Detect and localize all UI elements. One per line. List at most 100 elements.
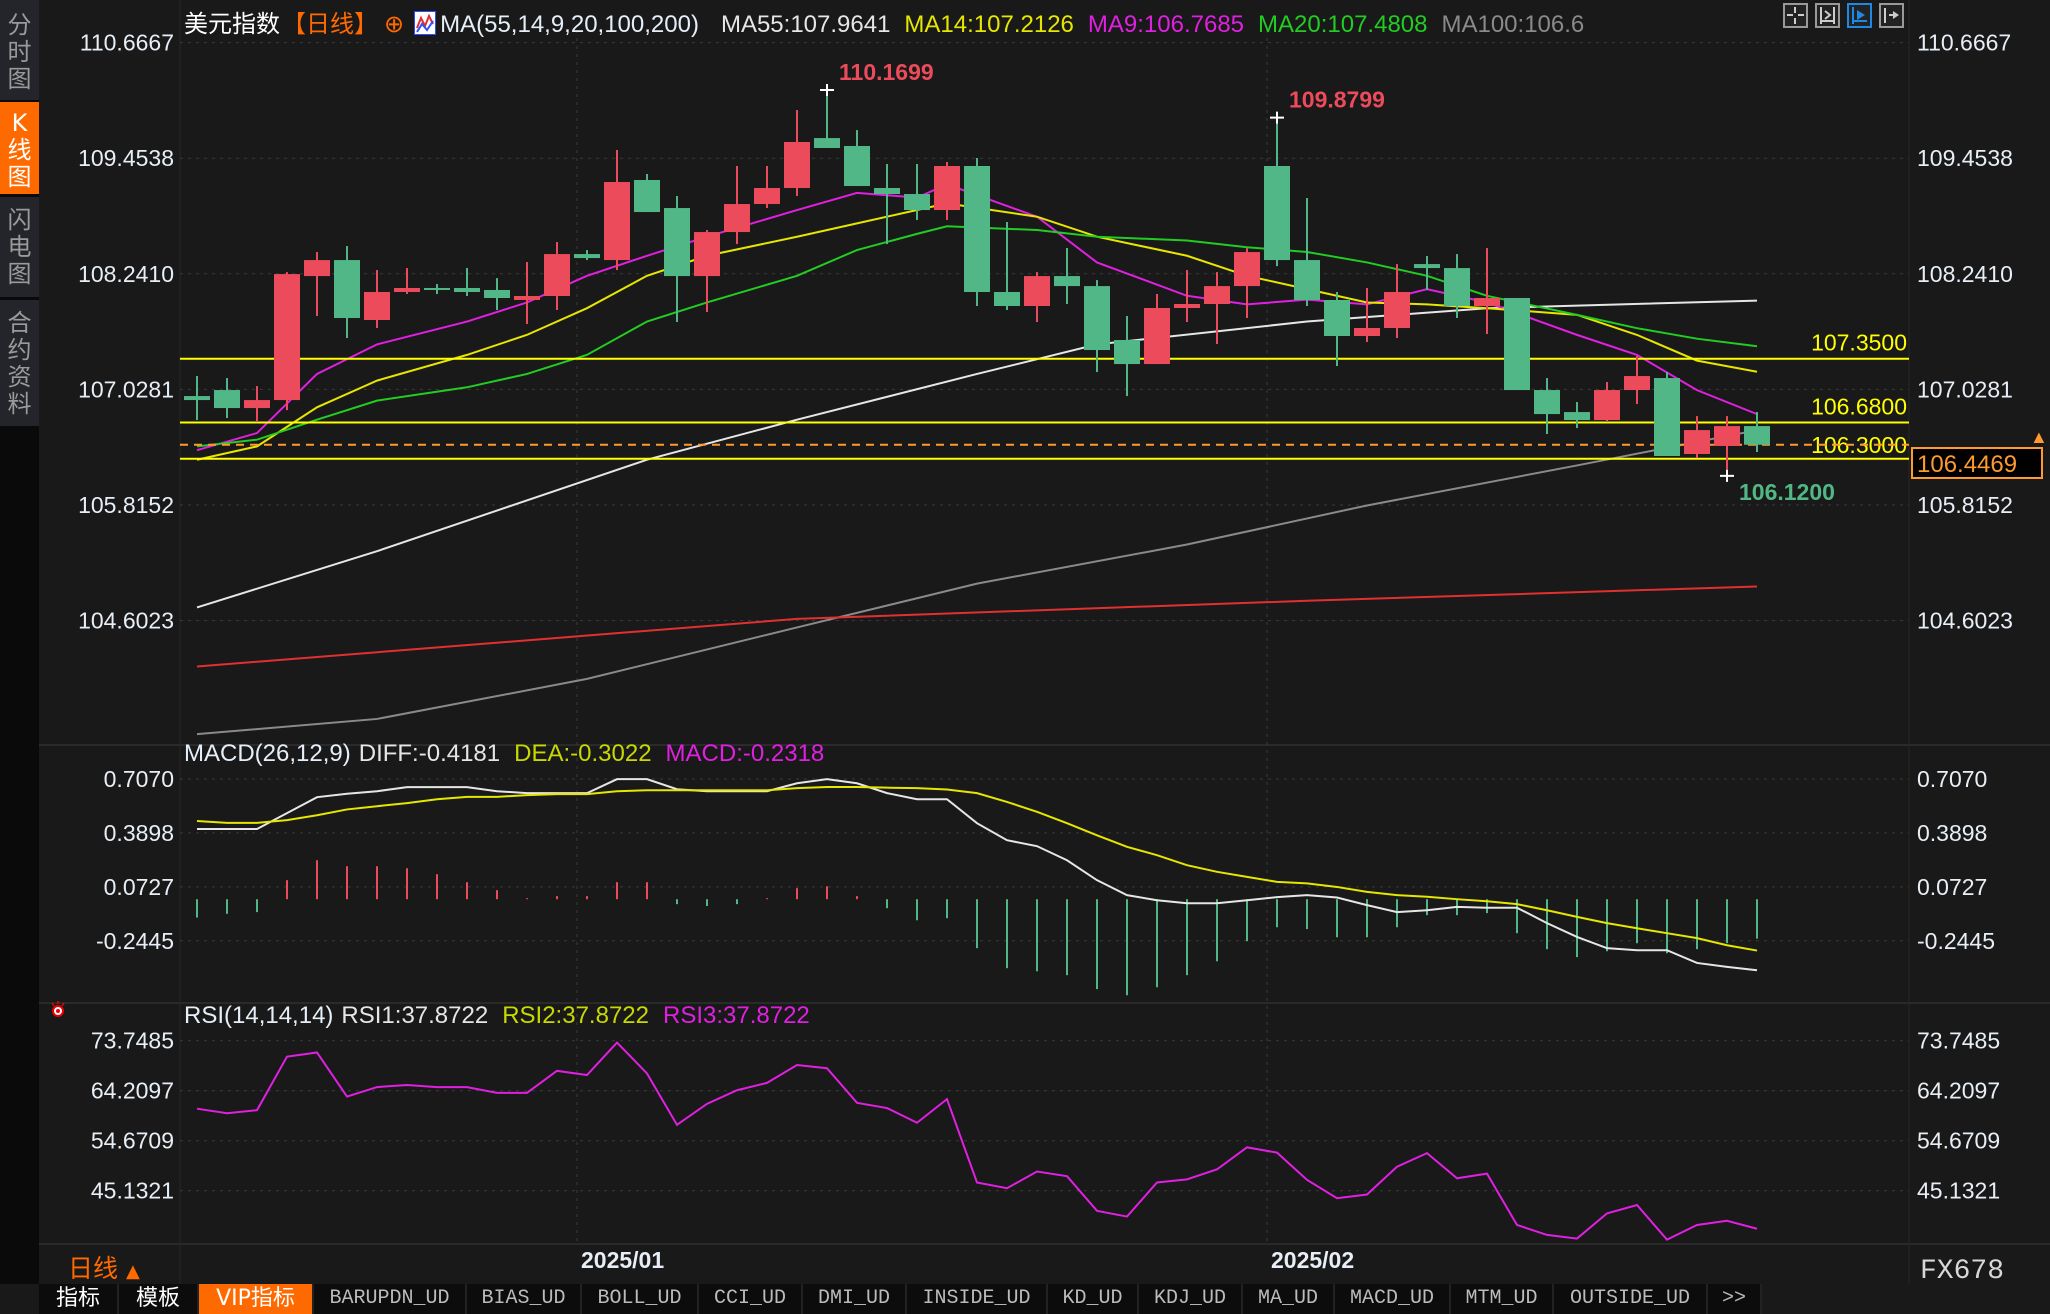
- candle: [1144, 293, 1170, 365]
- tab-kdj_ud[interactable]: KDJ_UD: [1139, 1284, 1243, 1314]
- tab-kd_ud[interactable]: KD_UD: [1048, 1284, 1139, 1314]
- candle-body: [1114, 340, 1140, 365]
- extreme-marker-icon: [820, 83, 834, 96]
- candle-body: [754, 188, 780, 205]
- price-level-label: 106.6800: [1811, 394, 1907, 420]
- rsi1-value: RSI1:37.8722: [341, 1002, 489, 1029]
- candle-body: [484, 289, 510, 298]
- ma-legend-value: MA14:107.2126: [904, 11, 1074, 38]
- candle: [424, 284, 450, 294]
- candle: [1174, 270, 1200, 323]
- tab-模板[interactable]: 模板: [119, 1284, 199, 1314]
- range-select-icon[interactable]: [1815, 3, 1840, 28]
- candle: [364, 270, 390, 329]
- macd-dea-line: [196, 785, 1758, 952]
- sidebar: 分时图 K线图 闪电图 合约资料: [0, 0, 39, 1284]
- tab-vip指标[interactable]: VIP指标: [199, 1284, 314, 1314]
- price-tick-right: 107.0281: [1917, 376, 2013, 402]
- candle: [544, 242, 570, 311]
- macd-tick-left: 0.3898: [104, 820, 174, 846]
- candle-body: [844, 145, 870, 187]
- tab-ma_ud[interactable]: MA_UD: [1243, 1284, 1335, 1314]
- extreme-marker-icon: [1720, 469, 1734, 482]
- tab-inside_ud[interactable]: INSIDE_UD: [907, 1284, 1048, 1314]
- ma-legend-value: MA100:106.6: [1441, 11, 1585, 38]
- candle-body: [1054, 276, 1080, 287]
- candle: [634, 174, 660, 213]
- rsi-line: [196, 1041, 1758, 1241]
- rsi-panel: [196, 1041, 1758, 1241]
- jump-to-end-icon[interactable]: [1879, 3, 1904, 28]
- candle: [1744, 412, 1770, 452]
- macd-legend: MACD(26,12,9) DIFF:-0.4181 DEA:-0.3022 MACD…: [184, 740, 838, 768]
- add-indicator-icon[interactable]: ⊕: [384, 11, 405, 38]
- macd-title: MACD(26,12,9): [184, 740, 351, 767]
- candle-body: [1594, 390, 1620, 421]
- candle-body: [1564, 412, 1590, 421]
- candle: [664, 196, 690, 323]
- ma-line-ma200: [196, 585, 1758, 668]
- candle-body: [1534, 390, 1560, 415]
- price-tick-left: 104.6023: [78, 608, 174, 634]
- candle: [184, 376, 210, 421]
- candle-body: [784, 141, 810, 189]
- tab-cci_ud[interactable]: CCI_UD: [699, 1284, 803, 1314]
- candle: [274, 272, 300, 411]
- candle-body: [1624, 376, 1650, 391]
- candle-body: [874, 188, 900, 195]
- candle: [1624, 356, 1650, 405]
- macd-dea-value: DEA:-0.3022: [514, 740, 652, 767]
- macd-panel: [196, 778, 1758, 996]
- rsi-settings-icon[interactable]: [50, 1000, 66, 1018]
- tab-dmi_ud[interactable]: DMI_UD: [803, 1284, 907, 1314]
- candle: [844, 130, 870, 187]
- rsi-tick-left: 73.7485: [91, 1028, 174, 1054]
- tab-bias_ud[interactable]: BIAS_UD: [467, 1284, 582, 1314]
- candle: [334, 246, 360, 339]
- macd-diff-line: [197, 778, 1758, 972]
- rsi-tick-left: 64.2097: [91, 1078, 174, 1104]
- candle-body: [1654, 378, 1680, 457]
- current-price-label: 106.4469: [1911, 447, 2043, 479]
- price-tick-right: 109.4538: [1917, 145, 2013, 171]
- tab-mtm_ud[interactable]: MTM_UD: [1451, 1284, 1554, 1314]
- ma-chart-icon[interactable]: [414, 11, 437, 35]
- instrument-title: 美元指数: [184, 11, 280, 38]
- tab-指标[interactable]: 指标: [39, 1284, 119, 1314]
- tab-barupdn_ud[interactable]: BARUPDN_UD: [314, 1284, 467, 1314]
- candle-body: [424, 287, 450, 290]
- sidebar-item-flash-chart[interactable]: 闪电图: [0, 197, 39, 297]
- ma-line-ma55: [196, 299, 1758, 609]
- fx678-watermark: FX678: [1920, 1256, 2005, 1287]
- candle-body: [1174, 303, 1200, 309]
- candle-body: [514, 295, 540, 300]
- sidebar-item-kline-chart[interactable]: K线图: [0, 102, 39, 194]
- period-label: 【日线】: [282, 11, 378, 38]
- sidebar-item-time-chart[interactable]: 分时图: [0, 0, 39, 100]
- candle: [904, 164, 930, 221]
- scroll-right-icon[interactable]: [1847, 3, 1872, 28]
- candle-body: [634, 180, 660, 213]
- sidebar-item-contract-info[interactable]: 合约资料: [0, 300, 39, 426]
- tab-macd_ud[interactable]: MACD_UD: [1335, 1284, 1451, 1314]
- candle: [994, 222, 1020, 311]
- candle: [1114, 316, 1140, 397]
- indicator-tabs: 指标 模板 VIP指标 BARUPDN_UD BIAS_UD BOLL_UD CCI_UD D…: [39, 1284, 1762, 1314]
- ma-legend-value: MA9:106.7685: [1087, 11, 1245, 38]
- candle: [214, 378, 240, 419]
- tab-boll_ud[interactable]: BOLL_UD: [582, 1284, 699, 1314]
- candle: [934, 162, 960, 221]
- crosshair-icon[interactable]: [1783, 3, 1808, 28]
- candle: [724, 166, 750, 245]
- macd-tick-right: 0.3898: [1917, 820, 1987, 846]
- candle-body: [544, 254, 570, 296]
- rsi-tick-right: 73.7485: [1917, 1028, 2000, 1054]
- rsi-title: RSI(14,14,14): [184, 1002, 334, 1029]
- more-tabs-button[interactable]: >>: [1708, 1284, 1762, 1314]
- price-tick-right: 110.6667: [1917, 30, 2011, 56]
- period-selector[interactable]: 日线 ▲: [68, 1249, 140, 1285]
- tab-outside_ud[interactable]: OUTSIDE_UD: [1554, 1284, 1708, 1314]
- candle: [454, 268, 480, 296]
- candle-body: [724, 204, 750, 233]
